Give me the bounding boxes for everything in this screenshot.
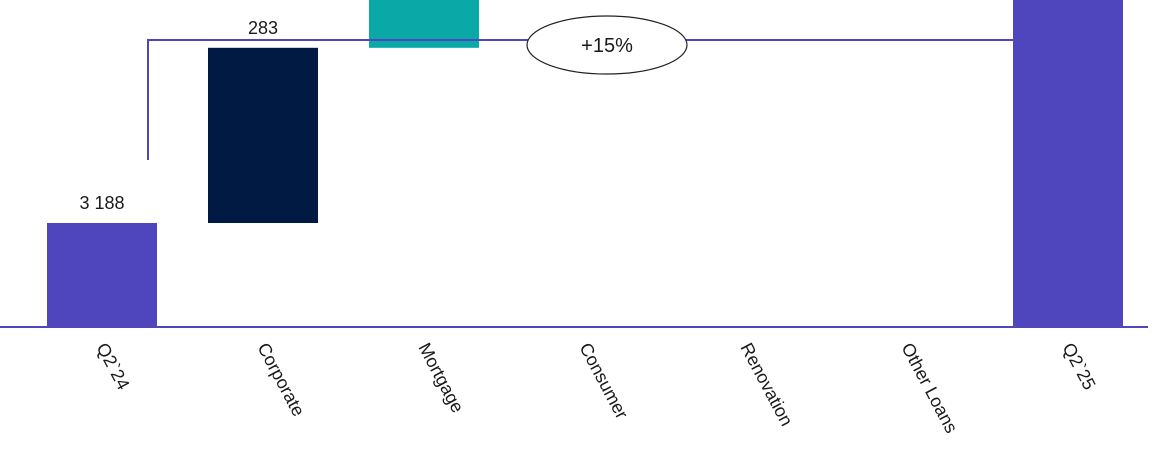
category-label: Q2`25: [1058, 339, 1099, 393]
growth-label: +15%: [581, 35, 633, 57]
category-label: Mortgage: [414, 339, 467, 416]
category-label: Corporate: [253, 339, 308, 419]
value-labels-group: 3 1882831633213(9)3 669: [79, 18, 278, 213]
category-label: Q2`24: [92, 339, 133, 393]
value-label: 283: [248, 18, 278, 38]
growth-ellipse: [526, 15, 688, 75]
category-label: Other Loans: [897, 339, 961, 436]
value-label: 3 188: [79, 193, 124, 213]
bars-group: [47, 0, 1123, 327]
category-label: Consumer: [575, 339, 632, 422]
category-labels-group: Q2`24 Corporate Mortgage Consumer Renovation…: [92, 339, 1099, 436]
growth-arrowhead: [1062, 82, 1078, 97]
bar-q2-24: [47, 223, 157, 327]
growth-annotation: +15%: [147, 15, 1078, 160]
category-label: Renovation: [736, 339, 796, 429]
bar-corporate: [208, 47, 318, 223]
bar-q2-25: [1013, 0, 1123, 327]
